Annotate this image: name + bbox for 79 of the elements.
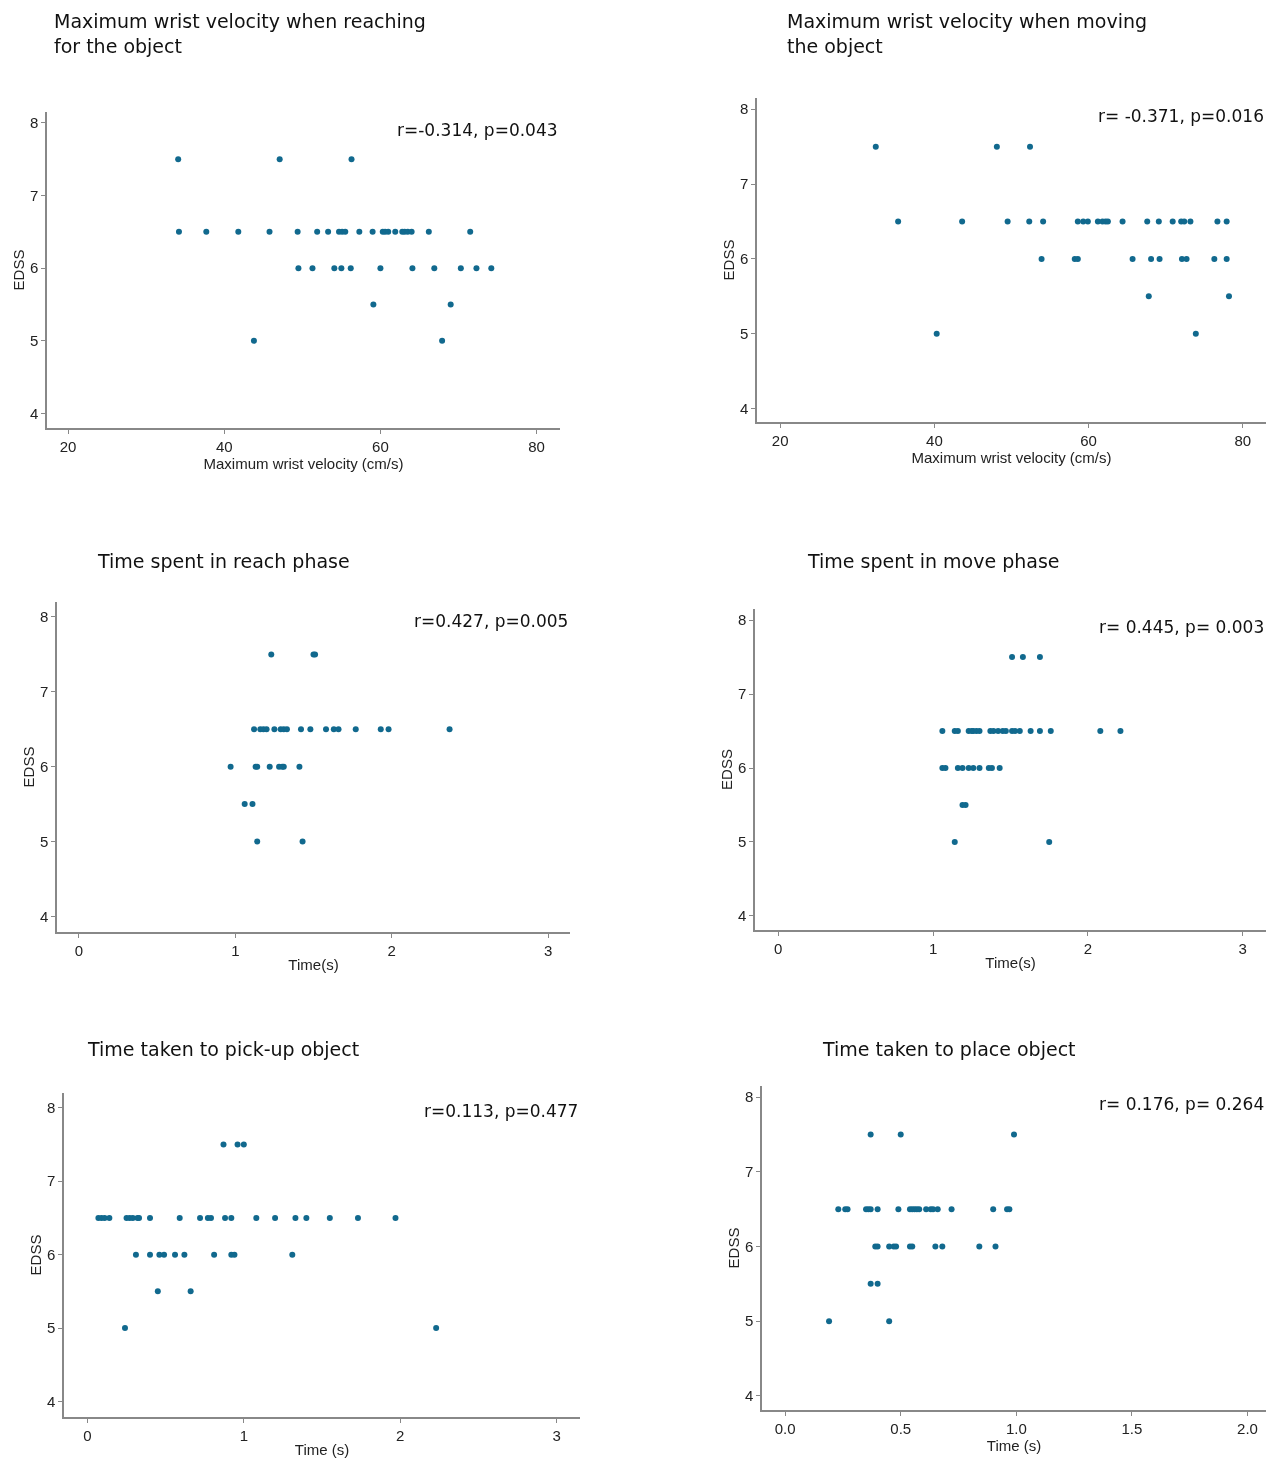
y-tick-label: 7 (29, 186, 39, 204)
x-tick-label: 3 (552, 1426, 561, 1444)
x-tick-label: 2.0 (1237, 1419, 1258, 1437)
chart-title: Time spent in move phase (807, 550, 1060, 572)
x-tick-label: 40 (215, 437, 233, 455)
x-tick-label: 1 (928, 939, 938, 957)
x-tick-label: 80 (1234, 431, 1252, 449)
y-tick-label: 4 (744, 1387, 754, 1405)
y-tick-label: 5 (744, 1312, 754, 1330)
y-tick-label: 8 (739, 100, 749, 118)
x-axis-title: Time(s) (288, 956, 339, 974)
x-tick-label: 1.5 (1121, 1419, 1143, 1437)
y-tick-label: 8 (39, 608, 49, 626)
y-tick-label: 8 (737, 611, 747, 629)
x-tick-label: 2 (396, 1426, 405, 1444)
x-tick-label: 2 (387, 941, 396, 959)
annotation: r= -0.371, p=0.016 (1098, 106, 1264, 126)
x-tick-label: 3 (1238, 939, 1247, 957)
annotation: r=-0.314, p=0.043 (397, 120, 558, 140)
x-tick-label: 40 (926, 431, 943, 449)
x-tick-label: 60 (372, 437, 389, 455)
x-tick-label: 20 (59, 437, 77, 455)
x-tick-label: 2 (1083, 939, 1093, 957)
y-tick-label: 7 (744, 1163, 754, 1181)
y-axis-title: EDSS (26, 1234, 44, 1276)
y-tick-label: 5 (29, 332, 39, 350)
x-tick-label: 3 (543, 941, 553, 959)
y-tick-label: 6 (46, 1245, 56, 1263)
y-axis-title: EDSS (724, 1227, 742, 1269)
y-tick-label: 6 (744, 1237, 754, 1255)
x-tick-label: 0.5 (890, 1419, 912, 1437)
x-tick-label: 0 (74, 941, 84, 959)
y-tick-label: 6 (29, 259, 39, 277)
x-tick-label: 1 (239, 1426, 248, 1444)
y-tick-label: 4 (737, 907, 747, 925)
chart-title: Maximum wrist velocity when moving the object (787, 10, 1148, 57)
annotation: r= 0.176, p= 0.264 (1099, 1094, 1265, 1114)
y-tick-label: 8 (744, 1088, 754, 1106)
y-tick-label: 5 (739, 324, 749, 342)
x-tick-label: 80 (528, 437, 545, 455)
x-axis-title: Time (s) (294, 1441, 350, 1459)
x-axis-title: Maximum wrist velocity (cm/s) (203, 454, 404, 472)
x-tick-label: 1.0 (1005, 1419, 1027, 1437)
y-tick-label: 8 (29, 114, 39, 132)
x-axis-title: Maximum wrist velocity (cm/s) (911, 448, 1112, 466)
y-axis-title: EDSS (717, 749, 735, 790)
y-tick-label: 5 (46, 1319, 56, 1337)
y-tick-label: 7 (739, 175, 749, 193)
x-tick-label: 0 (83, 1426, 92, 1444)
x-tick-label: 0.0 (774, 1419, 796, 1437)
x-axis-title: Time (s) (986, 1436, 1042, 1454)
x-tick-label: 60 (1080, 431, 1097, 449)
y-tick-label: 6 (739, 250, 749, 268)
y-axis-title: EDSS (9, 249, 27, 291)
annotation: r=0.113, p=0.477 (424, 1101, 579, 1121)
x-tick-label: 1 (231, 941, 240, 959)
x-axis-title: Time(s) (985, 954, 1036, 972)
y-tick-label: 7 (737, 685, 747, 703)
y-tick-label: 8 (46, 1098, 56, 1116)
y-axis-title: EDSS (719, 239, 737, 281)
y-tick-label: 6 (737, 759, 747, 777)
y-tick-label: 7 (39, 683, 49, 701)
chart-title: Time taken to place object (822, 1038, 1076, 1060)
y-tick-label: 7 (46, 1172, 56, 1190)
chart-title: Maximum wrist velocity when reaching for the object (54, 10, 426, 57)
x-tick-label: 20 (771, 431, 789, 449)
x-tick-label: 0 (774, 939, 783, 957)
y-tick-label: 6 (39, 757, 49, 775)
y-axis-title: EDSS (19, 746, 37, 788)
y-tick-label: 4 (39, 907, 49, 925)
chart-title: Time spent in reach phase (97, 550, 350, 572)
y-tick-label: 4 (29, 404, 39, 422)
annotation: r= 0.445, p= 0.003 (1099, 617, 1265, 637)
chart-title: Time taken to pick-up object (87, 1038, 360, 1060)
y-tick-label: 5 (39, 832, 49, 850)
annotation: r=0.427, p=0.005 (414, 611, 569, 631)
y-tick-label: 4 (46, 1392, 56, 1410)
y-tick-label: 5 (737, 833, 747, 851)
y-tick-label: 4 (739, 399, 749, 417)
